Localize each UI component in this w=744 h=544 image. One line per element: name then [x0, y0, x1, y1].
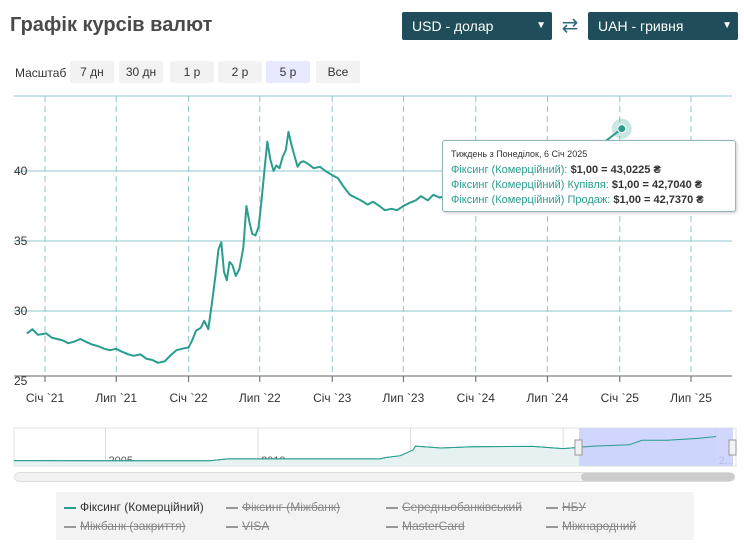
tooltip-row: Фіксинг (Комерційний) Продаж: $1,00 = 42…: [451, 193, 727, 208]
tooltip-row: Фіксинг (Комерційний): $1,00 = 43,0225 ₴: [451, 163, 727, 178]
zoom-button-1y[interactable]: 1 р: [170, 61, 214, 83]
chevron-down-icon: ▼: [722, 20, 732, 31]
legend-item-average-bank[interactable]: Середньобанківський: [386, 500, 522, 514]
legend-label: Міжнародний: [562, 519, 637, 533]
x-tick-label: Лип `23: [383, 391, 425, 405]
navigator-line-overlay: [13, 436, 717, 462]
legend-label: Міжбанк (закриття): [80, 519, 186, 533]
y-tick-label: 30: [14, 304, 28, 318]
tooltip-series-value: $1,00 = 43,0225 ₴: [570, 164, 661, 176]
x-tick-label: Січ `24: [457, 391, 496, 405]
legend-label: Фіксинг (Міжбанк): [242, 500, 341, 514]
series-layer: [26, 127, 623, 364]
to-currency-select[interactable]: UAH - гривня ▼: [588, 12, 738, 40]
page-title: Графік курсів валют: [10, 14, 213, 36]
legend-swatch: [386, 506, 398, 509]
tooltip-series-name: Фіксинг (Комерційний) Купівля:: [451, 179, 609, 191]
highlight-marker: [617, 124, 627, 134]
navigator-selected-range: [579, 428, 733, 466]
zoom-button-2y[interactable]: 2 р: [218, 61, 262, 83]
legend-swatch: [546, 506, 558, 509]
legend-item-international[interactable]: Міжнародний: [546, 519, 636, 533]
legend-label: Середньобанківський: [402, 500, 522, 514]
legend-item-mastercard[interactable]: MasterCard: [386, 519, 465, 533]
y-tick-label: 25: [14, 374, 28, 388]
exchange-rate-chart: 25 30 35 40 Січ `21 Лип `21 Січ `22 Лип `22 Січ …: [13, 95, 737, 467]
navigator-area: [14, 436, 717, 466]
x-tick-label: Лип `24: [527, 391, 569, 405]
swap-currencies-icon[interactable]: ⇄: [561, 15, 579, 37]
y-tick-label: 40: [14, 164, 28, 178]
legend-item-fixing-interbank[interactable]: Фіксинг (Міжбанк): [226, 500, 340, 514]
tooltip-series-name: Фіксинг (Комерційний):: [451, 164, 568, 176]
tooltip-row: Фіксинг (Комерційний) Купівля: $1,00 = 4…: [451, 178, 727, 193]
zoom-button-7d[interactable]: 7 дн: [70, 61, 114, 83]
navigator-layer: 20052010201520202...: [13, 427, 737, 467]
tooltip-series-value: $1,00 = 42,7040 ₴: [611, 179, 703, 191]
tooltip-series-value: $1,00 = 42,7370 ₴: [613, 194, 704, 206]
legend-item-visa[interactable]: VISA: [226, 519, 269, 533]
scrollbar-thumb[interactable]: [581, 473, 735, 481]
x-tick-label: Січ `21: [26, 391, 65, 405]
legend-label: Фіксинг (Комерційний): [80, 500, 204, 514]
x-tick-label: Лип `25: [670, 391, 712, 405]
to-currency-value: UAH - гривня: [598, 18, 684, 34]
x-tick-label: Січ `25: [601, 391, 640, 405]
x-tick-label: Січ `23: [313, 391, 352, 405]
legend-swatch: [386, 525, 398, 528]
y-tick-label: 35: [14, 234, 28, 248]
x-tick-label: Січ `22: [169, 391, 208, 405]
x-tick-label: Лип `22: [239, 391, 281, 405]
legend-swatch: [226, 525, 238, 528]
legend-item-nbu[interactable]: НБУ: [546, 500, 586, 514]
legend-swatch: [64, 525, 76, 528]
navigator-handle: [728, 439, 737, 456]
legend-swatch: [226, 506, 238, 509]
legend-label: НБУ: [562, 500, 586, 514]
chevron-down-icon: ▼: [536, 20, 546, 31]
legend-label: MasterCard: [402, 519, 465, 533]
from-currency-value: USD - долар: [412, 18, 494, 34]
legend-label: VISA: [242, 519, 270, 533]
x-tick-label: Лип `21: [95, 391, 137, 405]
legend-swatch: [546, 525, 558, 528]
series-line-fixing-commercial: [26, 127, 623, 364]
from-currency-select[interactable]: USD - долар ▼: [402, 12, 552, 40]
zoom-button-all[interactable]: Все: [316, 61, 360, 83]
legend-item-fixing-commercial[interactable]: Фіксинг (Комерційний): [64, 500, 204, 514]
tooltip-series-name: Фіксинг (Комерційний) Продаж:: [451, 194, 611, 206]
navigator-scrollbar[interactable]: [14, 472, 735, 482]
chart-legend: Фіксинг (Комерційний) Фіксинг (Міжбанк) …: [56, 492, 694, 540]
tooltip-header: Тиждень з Понеділок, 6 Січ 2025: [451, 149, 588, 159]
chart-tooltip: Тиждень з Понеділок, 6 Січ 2025 Фіксинг …: [442, 140, 736, 212]
legend-item-interbank-close[interactable]: Міжбанк (закриття): [64, 519, 186, 533]
legend-swatch: [64, 506, 76, 509]
navigator-handle: [574, 439, 583, 456]
zoom-button-5y[interactable]: 5 р: [266, 61, 310, 83]
zoom-label: Масштаб: [15, 66, 67, 80]
zoom-button-30d[interactable]: 30 дн: [119, 61, 163, 83]
highlight-layer: [611, 118, 632, 139]
